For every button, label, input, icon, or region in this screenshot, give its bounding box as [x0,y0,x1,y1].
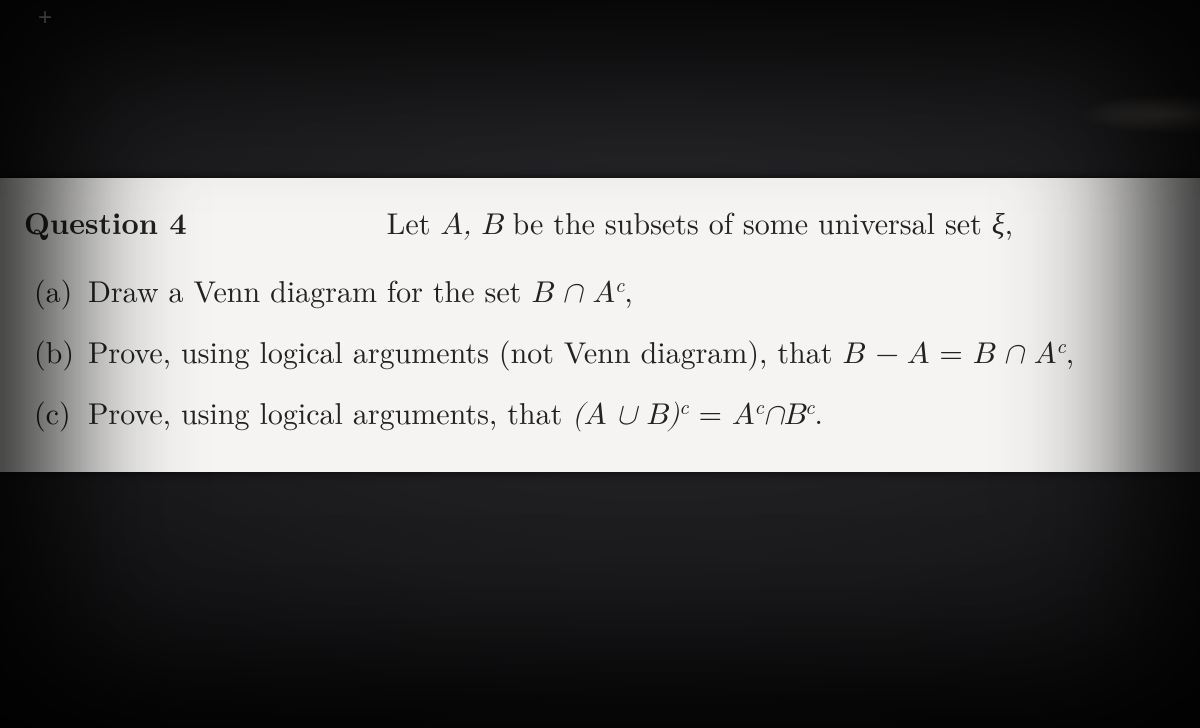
item-c-label: (c) [34,383,88,440]
item-c-body: Prove, using logical arguments, that (A … [88,383,1166,444]
item-b-rhs: B ∩ A [973,339,1057,369]
prompt-vars: A, B [440,210,502,240]
question-label: Question 4 [34,200,187,243]
item-a-complement-sup: c [615,269,624,298]
item-a-trail: , [624,268,632,311]
item-c-rhs-b-sup: c [805,391,814,420]
prompt-suffix: , [1005,200,1013,243]
item-b: (b) Prove, using logical arguments (not … [34,322,1166,383]
item-c-text: Prove, using logical arguments, that [88,390,572,433]
item-b-body: Prove, using logical arguments (not Venn… [88,322,1166,383]
item-c-rhs-b: B [784,400,805,430]
item-b-eq: = [929,329,972,372]
item-c: (c) Prove, using logical arguments, that… [34,383,1166,444]
question-header-row: Question 4 Let A, B be the subsets of so… [34,200,1166,243]
item-a-expr: B ∩ A [531,278,615,308]
item-b-lhs: B − A [842,339,929,369]
prompt-prefix: Let [387,200,441,243]
prompt-mid: be the subsets of some universal set [502,200,991,243]
document-page: Question 4 Let A, B be the subsets of so… [0,178,1200,472]
item-a-body: Draw a Venn diagram for the set B ∩ Ac, [88,261,1166,322]
item-a: (a) Draw a Venn diagram for the set B ∩ … [34,261,1166,322]
item-c-eq: = [689,390,732,433]
item-c-lhs-paren: (A ∪ B) [572,400,679,430]
screen-viewport: + Question 4 Let A, B be the subsets of … [0,0,1200,728]
question-items: (a) Draw a Venn diagram for the set B ∩ … [34,261,1166,444]
question-prompt: Let A, B be the subsets of some universa… [227,200,1166,243]
item-b-trail: , [1066,329,1074,372]
item-c-trail: . [815,390,823,433]
new-tab-plus-icon[interactable]: + [38,6,52,30]
item-b-label: (b) [34,322,88,379]
item-b-text: Prove, using logical arguments (not Venn… [88,329,842,372]
screen-glare [1080,94,1200,134]
item-b-complement-sup: c [1056,330,1065,359]
item-c-cap: ∩ [764,400,784,430]
question-label-text: Question 4 [24,200,187,243]
prompt-universal-set-symbol: ξ [992,208,1005,241]
item-a-label: (a) [34,261,88,318]
item-c-rhs-a: A [732,400,755,430]
item-a-text: Draw a Venn diagram for the set [88,268,531,311]
item-c-rhs-a-sup: c [755,391,764,420]
item-c-lhs-sup: c [679,391,688,420]
